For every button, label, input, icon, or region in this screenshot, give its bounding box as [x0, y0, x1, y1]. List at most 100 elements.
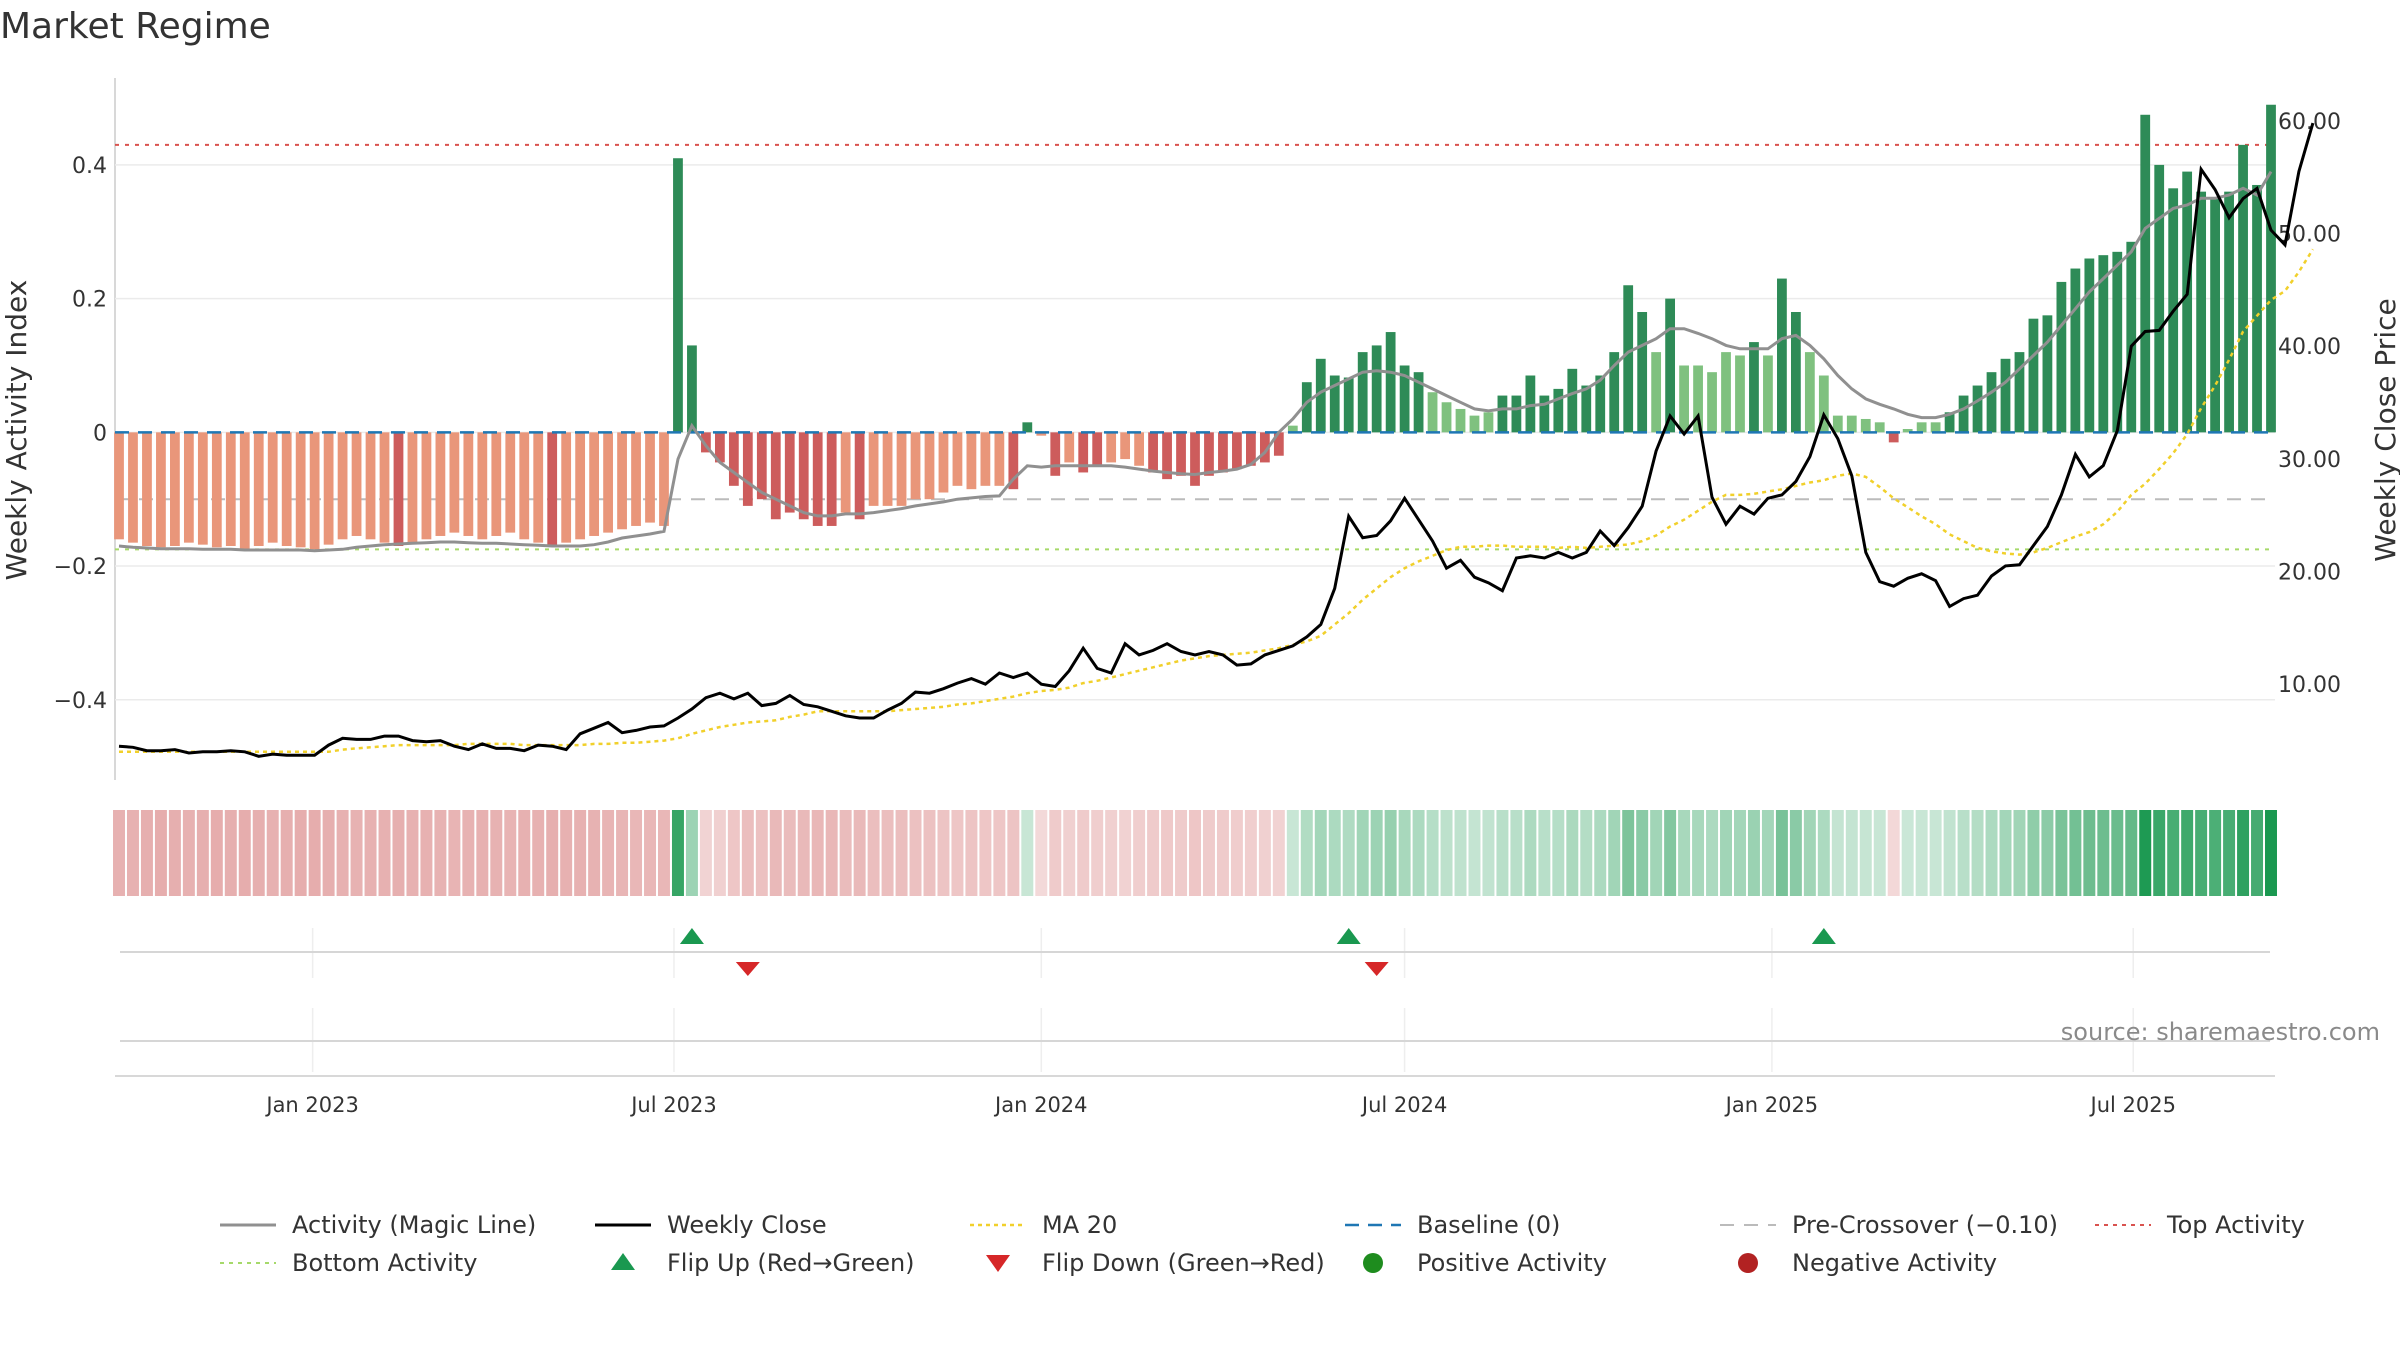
- activity-bar: [631, 432, 641, 526]
- activity-bar: [1553, 388, 1564, 433]
- heat-cell: [1468, 810, 1481, 896]
- heat-cell: [546, 810, 559, 896]
- heat-cell: [406, 810, 419, 896]
- activity-bar: [547, 432, 558, 546]
- heat-cell: [1314, 810, 1327, 896]
- heat-cell: [2195, 810, 2208, 896]
- heat-cell: [1552, 810, 1565, 896]
- heat-cell: [1650, 810, 1663, 896]
- heat-cell: [1412, 810, 1425, 896]
- heat-cell: [741, 810, 754, 896]
- activity-bar: [1735, 355, 1745, 433]
- heat-cell: [602, 810, 615, 896]
- heat-cell: [713, 810, 726, 896]
- activity-bar: [1120, 432, 1131, 460]
- activity-bar: [183, 432, 194, 543]
- activity-bar: [170, 432, 180, 546]
- activity-bar: [603, 432, 613, 533]
- heat-cell: [490, 810, 503, 896]
- activity-bar: [1749, 342, 1759, 433]
- activity-bar: [1818, 375, 1829, 433]
- activity-bar: [728, 432, 739, 486]
- heat-cell: [308, 810, 321, 896]
- heat-cell: [2265, 810, 2277, 896]
- activity-bar: [1693, 365, 1703, 433]
- activity-bar: [826, 432, 837, 526]
- heat-cell: [2111, 810, 2124, 896]
- activity-bar: [1916, 422, 1927, 433]
- activity-bar: [1315, 358, 1326, 433]
- heat-cell: [1049, 810, 1062, 896]
- activity-bar: [1399, 365, 1410, 433]
- heat-cell: [1440, 810, 1453, 896]
- activity-bar: [2098, 255, 2109, 433]
- heat-cell: [2055, 810, 2068, 896]
- heat-cell: [1985, 810, 1998, 896]
- activity-bar: [142, 432, 152, 546]
- activity-bar: [2112, 251, 2123, 433]
- y-right-axis-title: Weekly Close Price: [2369, 298, 2400, 561]
- activity-bar: [1707, 372, 1717, 433]
- y-right-tick-label: 10.00: [2278, 673, 2341, 698]
- heat-cell: [2125, 810, 2138, 896]
- heat-cell: [392, 810, 405, 896]
- x-tick-label: Jul 2025: [2089, 1093, 2176, 1117]
- activity-bar: [673, 158, 683, 433]
- heat-cell: [1789, 810, 1802, 896]
- activity-bar: [1679, 365, 1689, 433]
- activity-bar: [351, 432, 362, 536]
- heat-cell: [783, 810, 796, 896]
- heat-cell: [574, 810, 587, 896]
- heat-cell: [797, 810, 810, 896]
- activity-bar: [1329, 375, 1340, 433]
- heat-cell: [1524, 810, 1537, 896]
- activity-bar: [1134, 432, 1144, 466]
- activity-bar: [938, 432, 949, 493]
- heat-cell: [1342, 810, 1355, 896]
- activity-bar: [2154, 164, 2165, 433]
- heat-cell: [2251, 810, 2264, 896]
- heat-cell: [2237, 810, 2250, 896]
- heat-cell: [2139, 810, 2152, 896]
- activity-bar: [533, 432, 544, 543]
- y-right-tick-label: 40.00: [2278, 335, 2341, 360]
- activity-bar: [910, 432, 921, 500]
- heat-cell: [1538, 810, 1551, 896]
- activity-bar: [2014, 352, 2025, 433]
- heat-cell: [1063, 810, 1076, 896]
- x-tick-label: Jul 2024: [1360, 1093, 1447, 1117]
- heat-cell: [923, 810, 936, 896]
- activity-bar: [128, 432, 138, 543]
- heat-cell: [1398, 810, 1411, 896]
- activity-bar: [1790, 312, 1801, 433]
- activity-bar: [2084, 258, 2095, 433]
- activity-bar: [1427, 392, 1438, 433]
- activity-bar: [659, 432, 669, 526]
- activity-bar: [1190, 432, 1200, 486]
- heat-cell: [266, 810, 279, 896]
- activity-bar: [1832, 415, 1843, 433]
- heat-cell: [1202, 810, 1215, 896]
- activity-bar: [1972, 385, 1983, 433]
- activity-bar: [197, 432, 208, 545]
- activity-bar: [114, 432, 124, 540]
- heat-cell: [685, 810, 698, 896]
- heat-cell: [113, 810, 125, 896]
- activity-bar: [617, 432, 627, 530]
- heat-cell: [2083, 810, 2096, 896]
- activity-bar: [505, 432, 516, 533]
- heat-cell: [1664, 810, 1677, 896]
- regime-heat-strip: [113, 810, 2277, 896]
- heat-cell: [825, 810, 838, 896]
- heat-cell: [755, 810, 768, 896]
- activity-bar: [2042, 315, 2053, 433]
- legend-label: Positive Activity: [1417, 1249, 1607, 1277]
- legend-label: Flip Down (Green→Red): [1042, 1249, 1325, 1277]
- heat-cell: [1091, 810, 1104, 896]
- heat-cell: [1258, 810, 1271, 896]
- heat-cell: [1370, 810, 1383, 896]
- activity-bar: [770, 432, 781, 520]
- activity-bar: [2070, 268, 2081, 433]
- heat-cell: [252, 810, 265, 896]
